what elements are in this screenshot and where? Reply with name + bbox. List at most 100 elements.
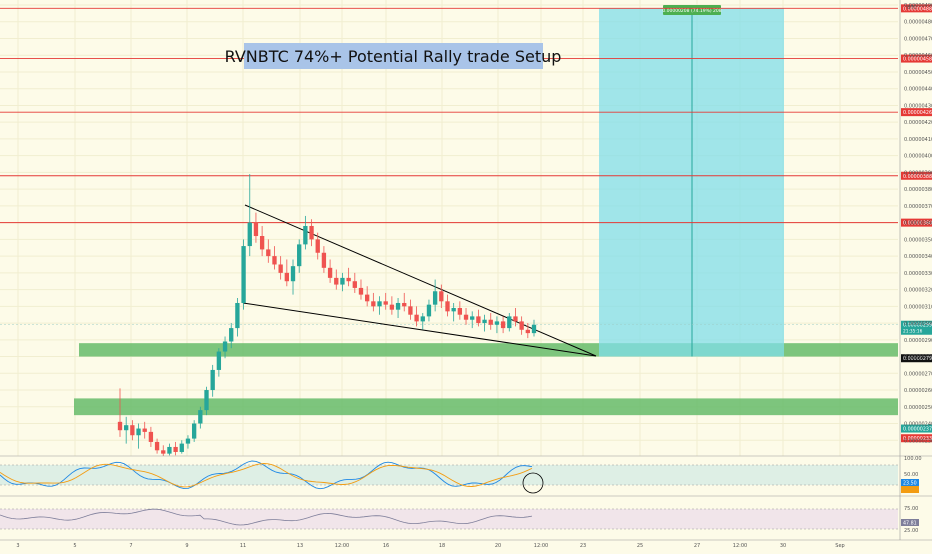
lower-red-bg	[901, 434, 932, 443]
price-tick-label: 0.00000380	[904, 187, 932, 193]
rsi-tick-label: 75.00	[904, 506, 918, 512]
time-tick-label: 7	[129, 543, 132, 549]
time-tick-label: 23	[580, 543, 586, 549]
candle-body	[167, 446, 172, 454]
target-box: 0.00000208 (74.19%) 208	[599, 5, 784, 357]
level-price-label: 0.00000488	[903, 6, 932, 12]
candle-body	[148, 431, 154, 442]
candle-body	[216, 351, 222, 370]
chart-title: RVNBTC 74%+ Potential Rally trade Setup	[225, 47, 562, 66]
candle-body	[488, 319, 493, 325]
candle-body	[426, 304, 432, 317]
level-price-bg	[901, 4, 932, 13]
candle-body	[154, 441, 160, 451]
candle-body	[235, 302, 240, 329]
price-tick-label: 0.00000290	[904, 338, 932, 344]
candle-body	[500, 321, 506, 329]
time-tick-label: Sep	[835, 543, 844, 549]
time-tick-label: 3	[16, 543, 19, 549]
candle-body	[432, 291, 438, 305]
price-tick-label: 0.00000460	[904, 53, 932, 59]
candle-body	[117, 421, 123, 431]
resistance-levels: 0.00000488 0.00000458 0.00000426 0.00000388…	[0, 4, 932, 443]
current-price-bg	[901, 320, 932, 335]
candle-body	[130, 425, 135, 436]
price-tick-label: 0.00000410	[904, 137, 932, 143]
candle-body	[457, 308, 463, 315]
stoch-k-line	[0, 460, 533, 490]
level-price-label: 0.00000360	[903, 221, 932, 227]
price-tick-label: 0.00000230	[904, 438, 932, 444]
rsi-value-bg	[901, 519, 919, 526]
price-tick-label: 0.00000490	[904, 3, 932, 9]
candle-body	[247, 222, 252, 247]
price-tick-label: 0.00000260	[904, 388, 932, 394]
title-box: RVNBTC 74%+ Potential Rally trade Setup	[225, 43, 562, 69]
stoch-value-bg	[901, 479, 919, 486]
candle-body	[334, 277, 339, 285]
level-price-label: 0.00000426	[903, 110, 932, 116]
rsi-line	[0, 508, 533, 526]
candle-body	[470, 316, 475, 320]
candle-body	[136, 428, 141, 436]
candle-body	[278, 264, 283, 273]
price-tick-label: 0.00000450	[904, 70, 932, 76]
candle-body	[494, 321, 500, 325]
candle-body	[222, 341, 228, 352]
rsi-value: 47.81	[903, 521, 917, 527]
candle-body	[303, 225, 308, 245]
candle-body	[377, 301, 382, 307]
candle-body	[365, 294, 370, 302]
candle-body	[525, 329, 530, 334]
time-tick-label: 12:00	[534, 543, 548, 549]
candle-body	[198, 410, 203, 424]
candle-body	[513, 316, 518, 322]
price-tick-label: 0.00000350	[904, 237, 932, 243]
price-tick-label: 0.00000480	[904, 20, 932, 26]
target-label: 0.00000208 (74.19%) 208	[662, 8, 721, 14]
candle-body	[259, 236, 265, 250]
title-background	[244, 43, 543, 69]
level-price-bg	[901, 108, 932, 117]
price-tick-label: 0.00000430	[904, 103, 932, 109]
stoch-d-line	[0, 463, 533, 488]
price-tick-label: 0.00000310	[904, 304, 932, 310]
lower-green-label: 0.00000237	[903, 427, 932, 433]
candle-body	[142, 428, 147, 432]
stoch-value: 23.50	[903, 481, 917, 487]
candle-body	[346, 277, 351, 282]
level-price-label: 0.00000388	[903, 174, 932, 180]
candle-body	[315, 239, 320, 253]
price-tick-label: 0.00000420	[904, 120, 932, 126]
stoch-band	[0, 465, 898, 485]
candle-body	[204, 390, 209, 411]
candle-body	[327, 267, 333, 278]
candle-body	[414, 314, 419, 322]
candle-body	[161, 450, 166, 454]
candle-body	[507, 316, 512, 329]
candle-body	[371, 301, 376, 307]
candle-body	[340, 277, 345, 285]
price-tick-label: 0.00000470	[904, 36, 932, 42]
candle-body	[297, 244, 302, 267]
rsi-band	[0, 509, 898, 529]
support-zone	[74, 398, 898, 416]
stoch-tick-label: 100.00	[904, 456, 922, 462]
price-tick-label: 0.00000300	[904, 321, 932, 327]
candle-body	[408, 306, 413, 315]
candle-body	[402, 302, 407, 307]
candle-body	[210, 369, 215, 391]
price-tick-label: 0.00000370	[904, 204, 932, 210]
lower-red-label: 0.00000233	[903, 436, 932, 442]
price-tick-label: 0.00000340	[904, 254, 932, 260]
level-price-label: 0.00000458	[903, 57, 932, 63]
stoch-value2-bg	[901, 486, 919, 493]
time-tick-label: 11	[240, 543, 246, 549]
time-tick-label: 27	[694, 543, 700, 549]
candle-body	[445, 301, 450, 312]
candle-body	[266, 249, 271, 257]
candle-body	[179, 443, 184, 452]
candle-body	[284, 272, 289, 282]
